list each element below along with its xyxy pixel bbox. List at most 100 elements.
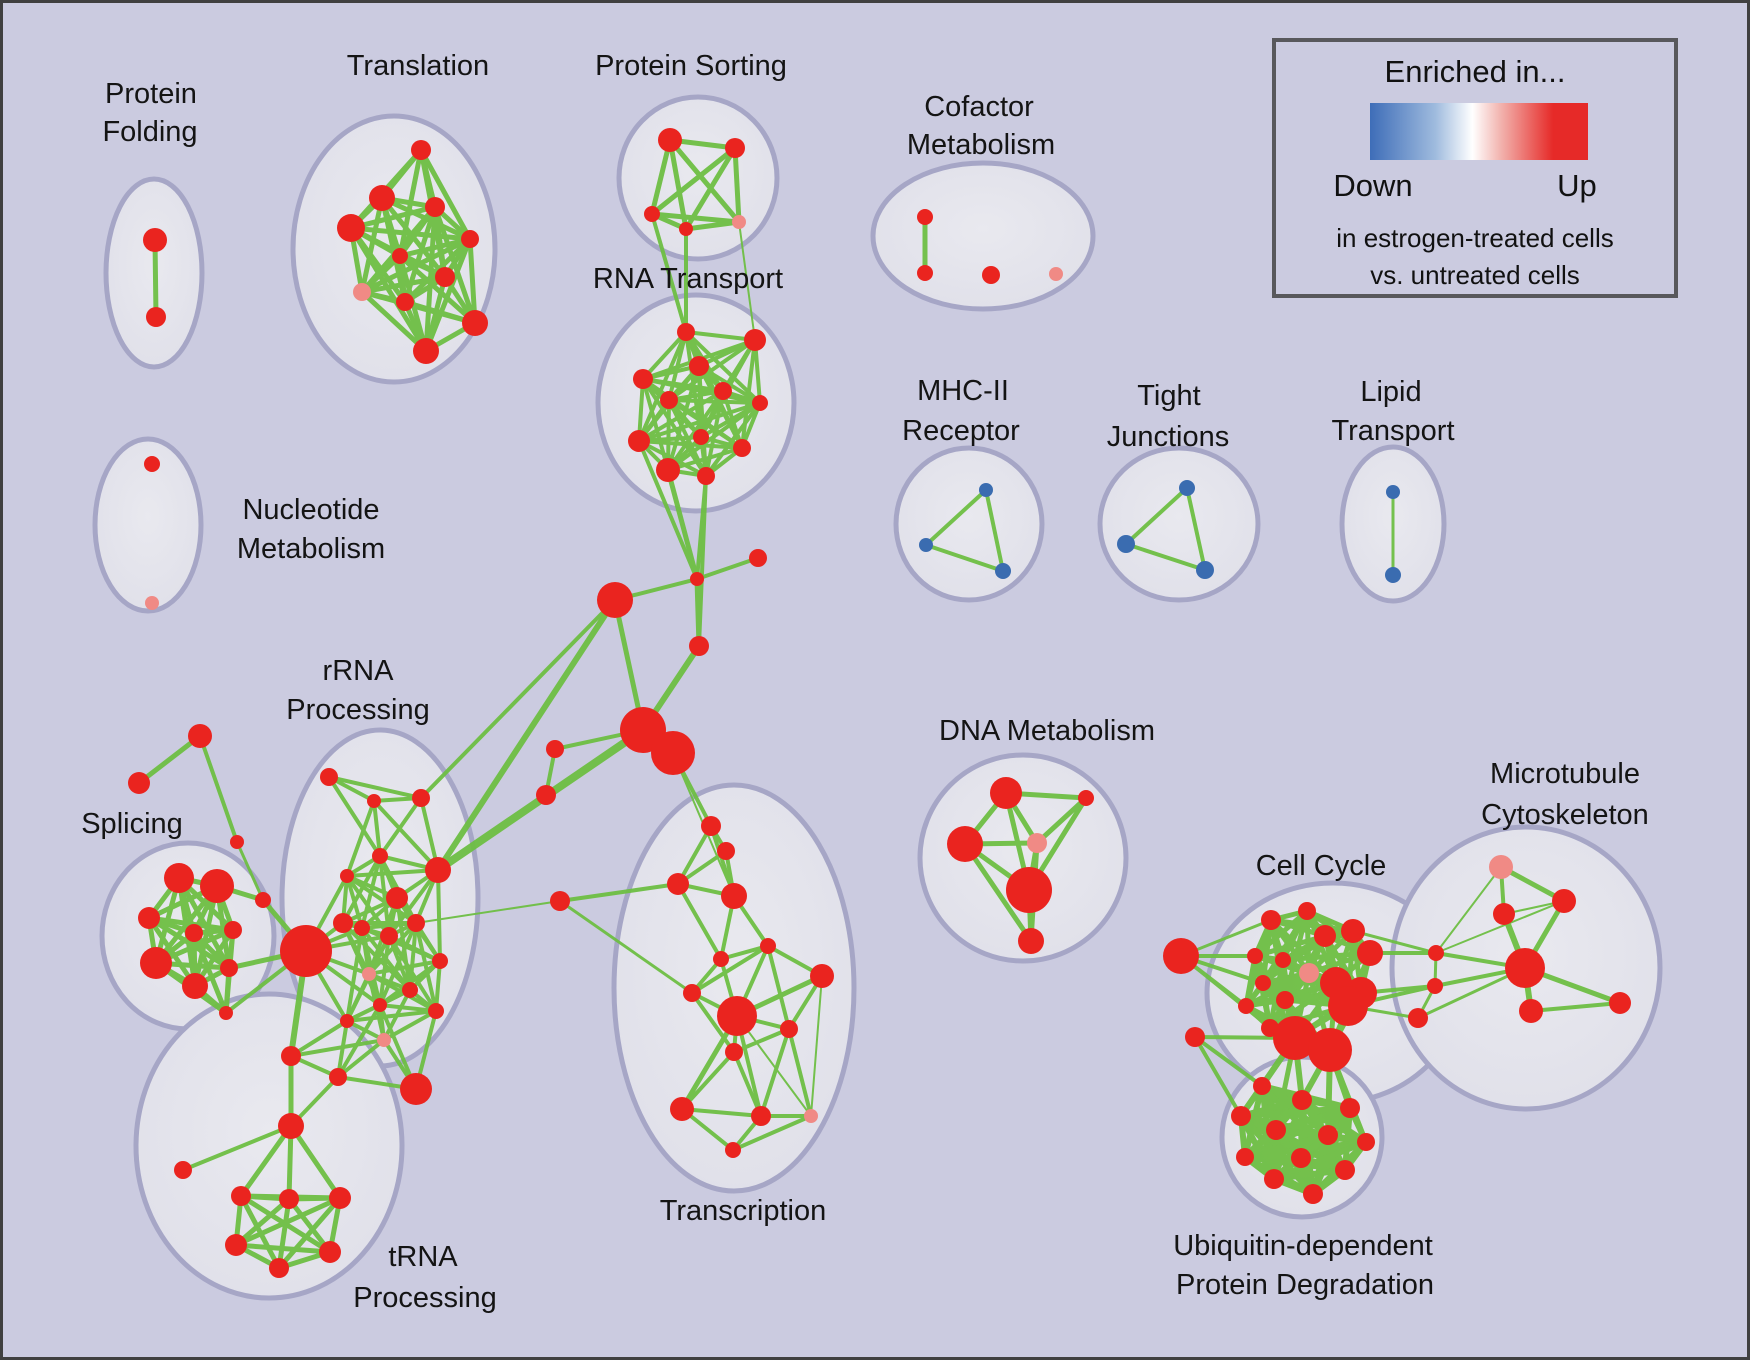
node-tx4	[721, 883, 747, 909]
node-ub6	[1318, 1125, 1338, 1145]
edge	[1193, 1035, 1264, 1088]
edge	[1252, 908, 1310, 959]
node-txh	[717, 996, 757, 1036]
node-cm2	[917, 265, 933, 281]
node-nm1	[144, 456, 160, 472]
node-ub12	[1303, 1184, 1323, 1204]
cluster-ellipse-cofactor-metabolism	[870, 160, 1096, 312]
edge	[233, 1242, 333, 1255]
edge	[345, 874, 418, 925]
node-rt12	[697, 467, 715, 485]
node-mh2	[919, 538, 933, 552]
node-rt3	[689, 356, 709, 376]
node-rr6	[340, 869, 354, 883]
node-cc1	[1261, 910, 1281, 930]
nodes-layer	[128, 128, 1631, 1278]
node-rt2	[744, 329, 766, 351]
node-ub5	[1266, 1120, 1286, 1140]
node-cn5	[689, 636, 709, 656]
edge	[649, 137, 673, 217]
edge	[276, 1196, 292, 1271]
legend-title: Enriched in...	[1384, 54, 1566, 89]
edge	[676, 882, 723, 961]
node-cc4	[1341, 919, 1365, 943]
edge	[684, 330, 757, 342]
edge	[348, 204, 438, 231]
edge	[787, 1027, 813, 1118]
edge	[367, 959, 442, 976]
edge	[345, 972, 371, 1023]
edge	[690, 991, 736, 1054]
node-cm3	[982, 266, 1000, 284]
node-txl2	[536, 785, 556, 805]
node-cc3	[1314, 925, 1336, 947]
edge	[327, 775, 423, 800]
node-cc2	[1298, 902, 1316, 920]
edge	[341, 854, 382, 925]
node-ps5	[732, 215, 746, 229]
node-nm2	[145, 596, 159, 610]
node-mt6	[1428, 945, 1444, 961]
edge	[397, 253, 478, 326]
edge	[1351, 929, 1438, 955]
cluster-label-cell-cycle: Cell Cycle	[1256, 850, 1387, 882]
node-rr12	[362, 967, 376, 981]
node-rr14	[402, 982, 418, 998]
edge	[434, 959, 442, 1013]
node-tnh	[278, 1113, 304, 1139]
cluster-label-rna-transport: RNA Transport	[593, 263, 783, 295]
node-mt2	[1552, 889, 1576, 913]
edge	[558, 882, 680, 903]
node-pf1	[143, 228, 167, 252]
node-mt3	[1493, 903, 1515, 925]
edge	[348, 225, 473, 242]
edge	[650, 212, 688, 334]
node-sp4	[185, 924, 203, 942]
node-sp9	[219, 1006, 233, 1020]
edge	[233, 1195, 343, 1248]
cluster-label-tight-junctions-line2: Junctions	[1107, 421, 1230, 453]
cluster-label-rrna-processing-line2: Processing	[286, 694, 429, 726]
node-sp6	[140, 947, 172, 979]
edge	[695, 556, 760, 581]
edge	[667, 137, 689, 232]
edge	[637, 401, 762, 443]
edge	[666, 446, 744, 472]
edge	[435, 597, 618, 873]
node-cm1	[917, 209, 933, 225]
cluster-label-splicing: Splicing	[81, 808, 183, 840]
node-rr19	[281, 1046, 301, 1066]
node-cc13	[1238, 998, 1254, 1014]
cluster-label-mhc-ii-receptor-line1: MHC-II	[917, 375, 1009, 407]
edge	[397, 236, 473, 259]
edge	[276, 1195, 343, 1271]
edge	[637, 330, 688, 443]
node-rr18	[377, 1033, 391, 1047]
edge	[233, 1196, 292, 1248]
node-rt5	[714, 382, 732, 400]
node-sp3	[138, 907, 160, 929]
edge	[382, 1009, 438, 1042]
edge	[359, 274, 448, 295]
edge	[288, 1123, 343, 1201]
node-mt5	[1519, 999, 1543, 1023]
cluster-label-dna-metabolism: DNA Metabolism	[939, 715, 1155, 747]
edge	[719, 944, 770, 961]
node-tj3	[1196, 561, 1214, 579]
edge	[415, 900, 561, 924]
node-rt11	[656, 458, 680, 482]
edge	[766, 944, 791, 1031]
node-tn6	[269, 1258, 289, 1278]
cluster-ellipse-tight-junctions	[1097, 445, 1261, 603]
edge	[345, 926, 364, 1023]
edge	[359, 289, 429, 354]
node-tj1	[1179, 480, 1195, 496]
node-tx8	[810, 964, 834, 988]
node-tn3	[329, 1187, 351, 1209]
edge	[345, 799, 376, 878]
node-rr8	[333, 913, 353, 933]
edge	[649, 211, 742, 225]
edge	[641, 377, 762, 405]
cluster-ellipse-transcription	[611, 782, 857, 1194]
